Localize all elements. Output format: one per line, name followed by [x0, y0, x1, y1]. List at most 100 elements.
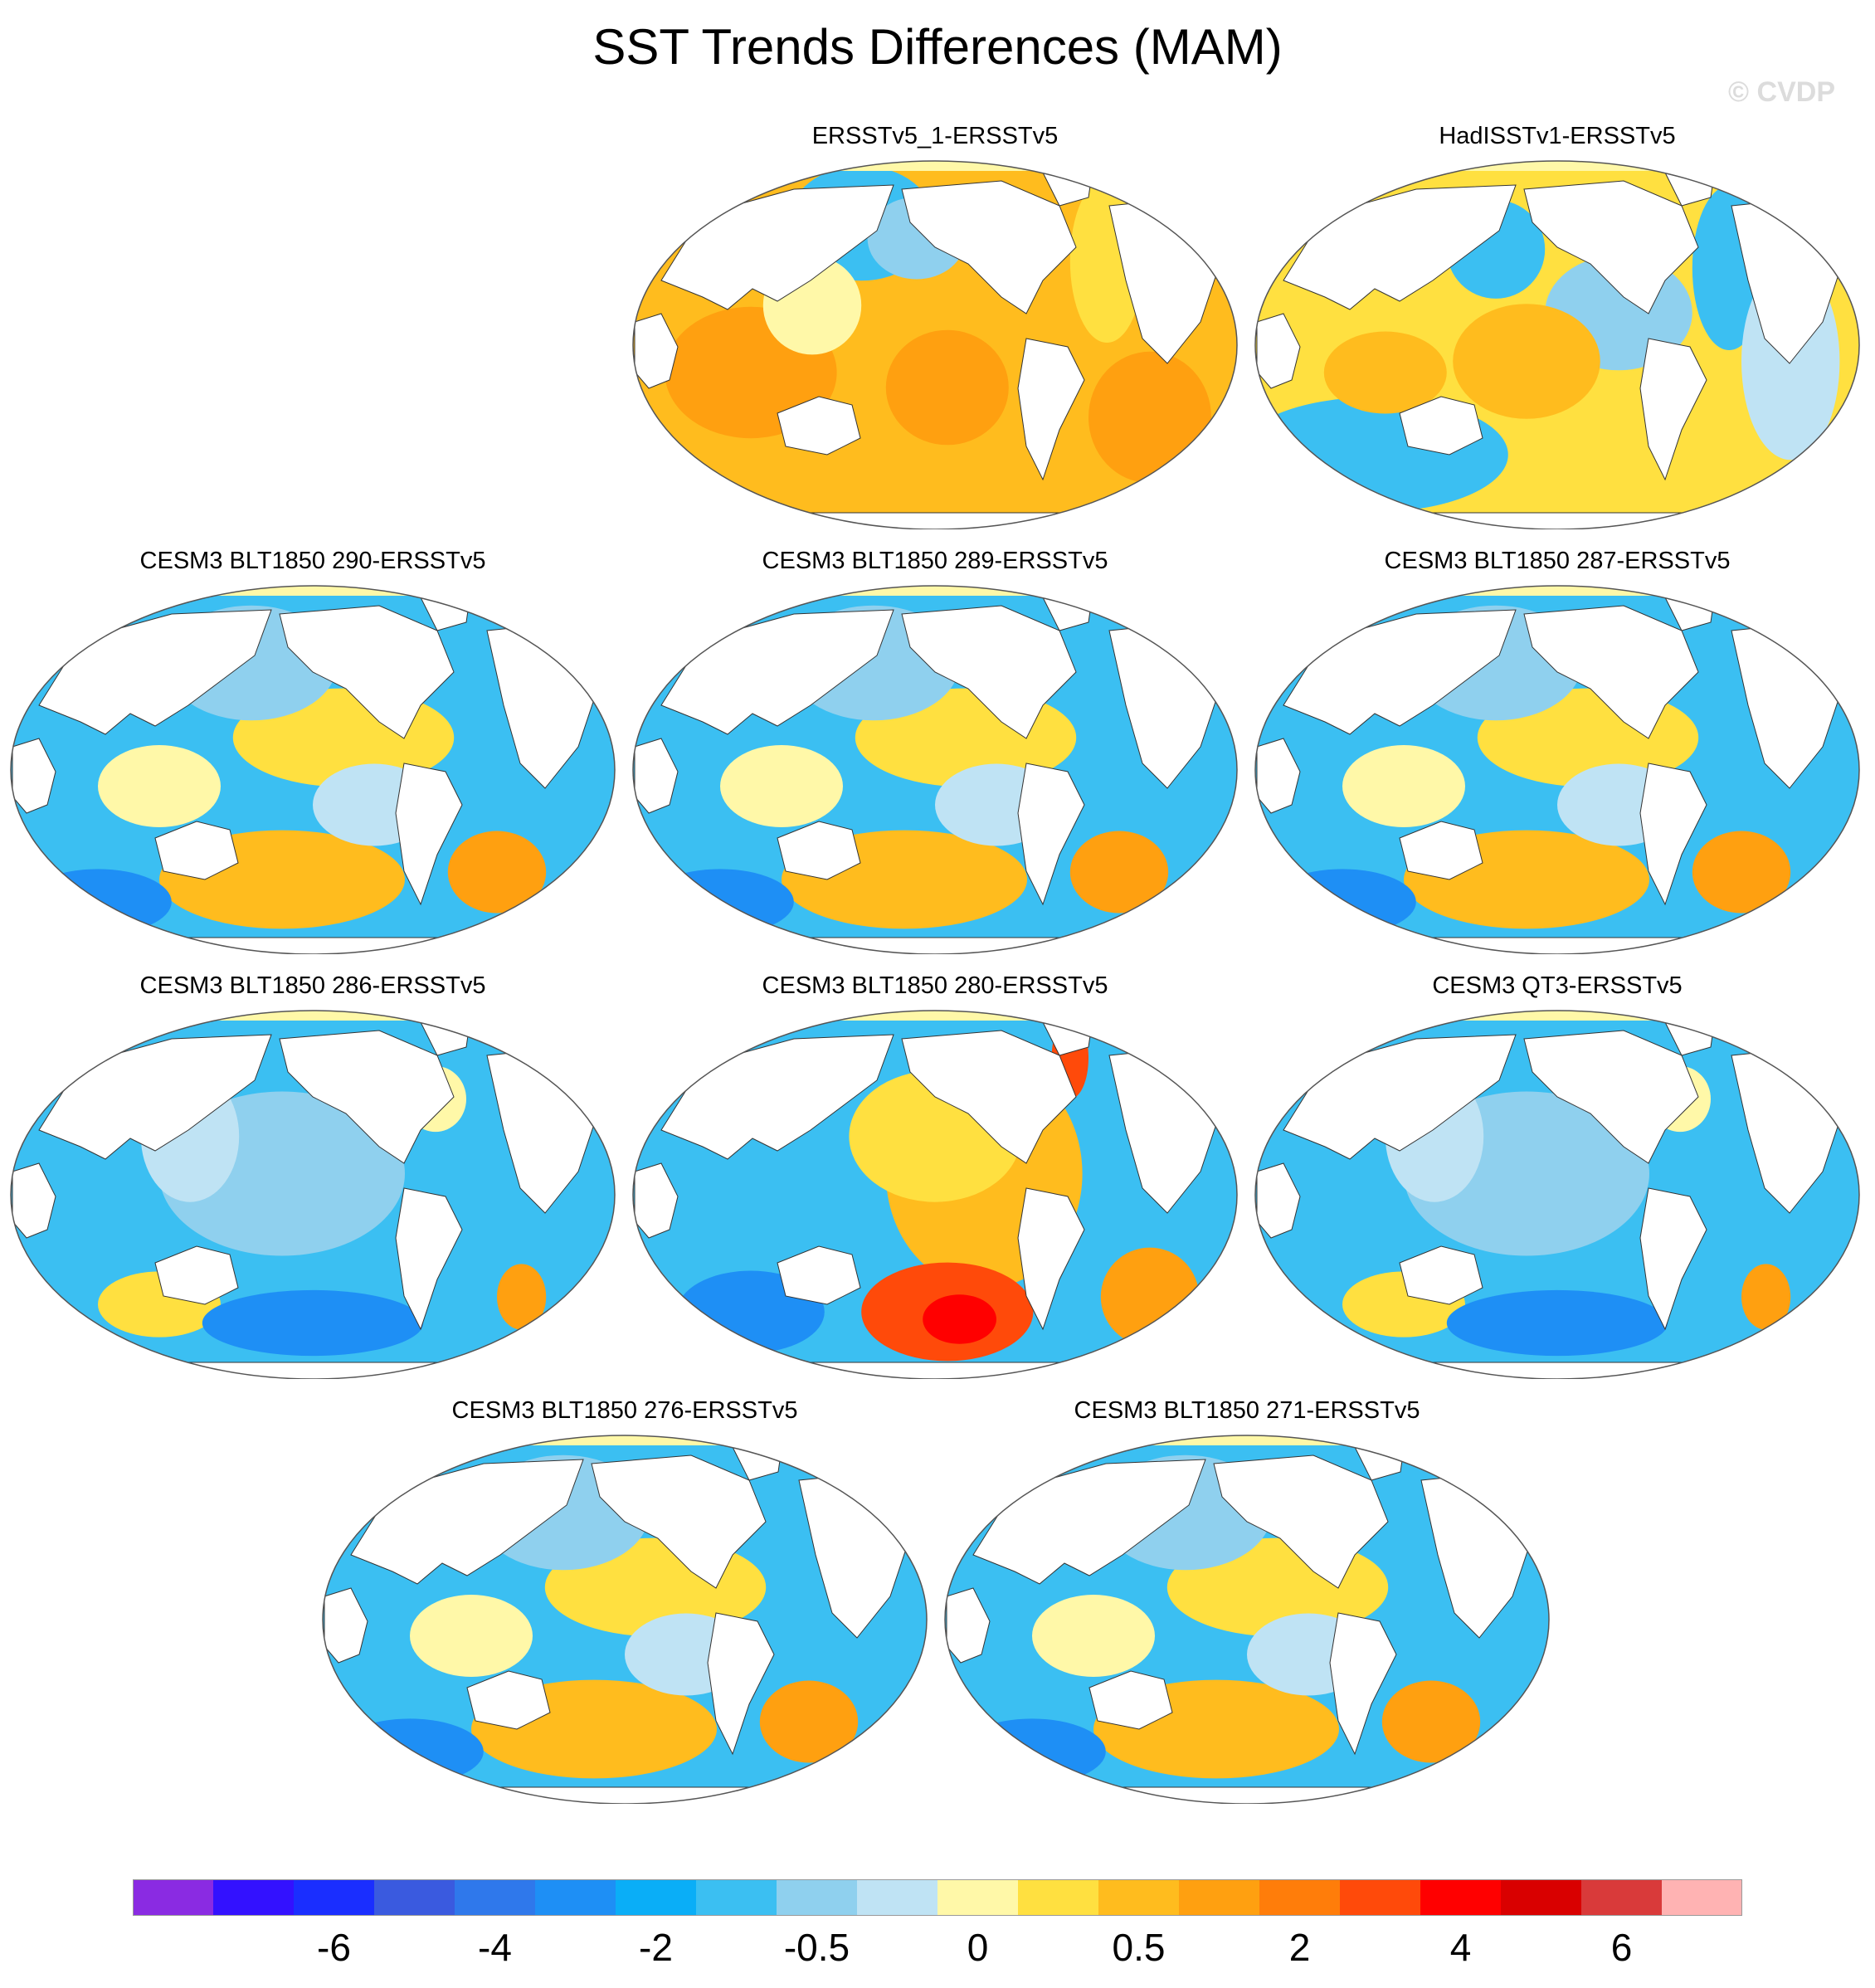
colorbar-swatch: [857, 1879, 938, 1916]
colorbar-tick-label: -6: [317, 1926, 351, 1969]
arctic-band: [1255, 1011, 1859, 1021]
landmass: [154, 821, 239, 880]
robinson-map: [632, 1010, 1238, 1379]
map-border: [632, 1010, 1238, 1379]
colorbar-swatch: [133, 1879, 213, 1916]
sst-anomaly-region: [1453, 304, 1600, 419]
landmass: [466, 1670, 551, 1730]
sst-anomaly-region: [1088, 351, 1211, 484]
landmass: [1639, 763, 1707, 906]
panel-title: ERSSTv5_1-ERSSTv5: [811, 123, 1059, 149]
landmass: [1255, 1362, 1859, 1379]
landmass: [1017, 763, 1085, 906]
landmass: [901, 605, 1077, 739]
arctic-band: [323, 1435, 927, 1445]
panel-title: CESM3 BLT1850 280-ERSSTv5: [762, 972, 1108, 999]
panel-title: HadISSTv1-ERSSTv5: [1439, 123, 1676, 149]
panel-title: CESM3 BLT1850 289-ERSSTv5: [762, 548, 1108, 574]
map-panel: ERSSTv5_1-ERSSTv5: [628, 123, 1242, 529]
colorbar-swatch: [1662, 1879, 1742, 1916]
robinson-map: [632, 160, 1238, 529]
landmass: [633, 1362, 1237, 1379]
sst-anomaly-region: [1032, 1595, 1155, 1677]
colorbar-swatch: [1259, 1879, 1340, 1916]
arctic-band: [1255, 586, 1859, 596]
landmass: [1639, 1187, 1707, 1331]
arctic-band: [633, 1011, 1237, 1021]
robinson-map: [1254, 1010, 1860, 1379]
landmass: [777, 821, 861, 880]
figure-title: SST Trends Differences (MAM): [592, 19, 1283, 75]
robinson-map: [632, 585, 1238, 954]
colorbar-swatch: [696, 1879, 777, 1916]
landmass: [1523, 180, 1699, 314]
colorbar-swatch: [1018, 1879, 1098, 1916]
map-border: [10, 585, 616, 954]
landmass: [1523, 605, 1699, 739]
landmass: [1523, 1030, 1699, 1164]
panel-title: CESM3 BLT1850 287-ERSSTv5: [1384, 548, 1731, 574]
map-panel: CESM3 BLT1850 276-ERSSTv5: [318, 1397, 932, 1804]
sst-anomaly-region: [202, 1289, 424, 1357]
landmass: [1255, 512, 1859, 529]
panel-title: CESM3 BLT1850 290-ERSSTv5: [139, 548, 486, 574]
colorbar-swatch: [374, 1879, 455, 1916]
colorbar-swatch: [535, 1879, 616, 1916]
landmass: [777, 1245, 861, 1305]
sst-anomaly-region: [1342, 745, 1465, 827]
colorbar-swatch: [1179, 1879, 1259, 1916]
landmass: [1017, 338, 1085, 481]
landmass: [901, 180, 1077, 314]
colorbar-tick-label: 6: [1610, 1926, 1633, 1969]
landmass: [777, 396, 861, 456]
sst-anomaly-region: [1323, 331, 1447, 414]
colorbar-swatch: [1420, 1879, 1501, 1916]
colorbar-tick-label: 4: [1449, 1926, 1472, 1969]
colorbar-swatch: [616, 1879, 696, 1916]
panel-title: CESM3 BLT1850 271-ERSSTv5: [1074, 1397, 1420, 1424]
landmass: [633, 512, 1237, 529]
landmass: [395, 763, 463, 906]
colorbar-swatch: [294, 1879, 374, 1916]
map-panel: CESM3 QT3-ERSSTv5: [1250, 972, 1864, 1379]
colorbar: [133, 1879, 1742, 1916]
copyright-watermark: © CVDP: [1728, 76, 1835, 108]
sst-anomaly-region: [98, 745, 221, 827]
map-border: [1254, 160, 1860, 529]
landmass: [1399, 1245, 1483, 1305]
arctic-band: [11, 1011, 615, 1021]
landmass: [591, 1454, 767, 1589]
robinson-map: [10, 1010, 616, 1379]
landmass: [1399, 821, 1483, 880]
landmass: [1329, 1612, 1397, 1756]
map-panel: CESM3 BLT1850 289-ERSSTv5: [628, 548, 1242, 954]
sst-anomaly-region: [447, 831, 547, 914]
colorbar-tick-label: -4: [478, 1926, 512, 1969]
panel-title: CESM3 QT3-ERSSTv5: [1432, 972, 1683, 999]
landmass: [11, 1362, 615, 1379]
landmass: [279, 1030, 455, 1164]
landmass: [323, 1786, 927, 1804]
map-panel: CESM3 BLT1850 271-ERSSTv5: [940, 1397, 1554, 1804]
map-panel: HadISSTv1-ERSSTv5: [1250, 123, 1864, 529]
sst-anomaly-region: [885, 329, 1009, 446]
landmass: [395, 1187, 463, 1331]
sst-anomaly-region: [497, 1264, 547, 1330]
sst-anomaly-region: [923, 1294, 996, 1344]
arctic-band: [1255, 161, 1859, 171]
colorbar-swatch: [777, 1879, 857, 1916]
map-border: [632, 160, 1238, 529]
landmass: [1088, 1670, 1173, 1730]
panel-title: CESM3 BLT1850 286-ERSSTv5: [139, 972, 486, 999]
sst-anomaly-region: [1692, 831, 1791, 914]
map-panel: CESM3 BLT1850 287-ERSSTv5: [1250, 548, 1864, 954]
sst-anomaly-region: [759, 1680, 859, 1763]
map-panel: CESM3 BLT1850 286-ERSSTv5: [6, 972, 620, 1379]
colorbar-tick-label: -0.5: [783, 1926, 850, 1969]
arctic-band: [633, 586, 1237, 596]
robinson-map: [944, 1435, 1550, 1804]
landmass: [154, 1245, 239, 1305]
landmass: [901, 1030, 1077, 1164]
map-border: [944, 1435, 1550, 1804]
landmass: [1255, 937, 1859, 954]
